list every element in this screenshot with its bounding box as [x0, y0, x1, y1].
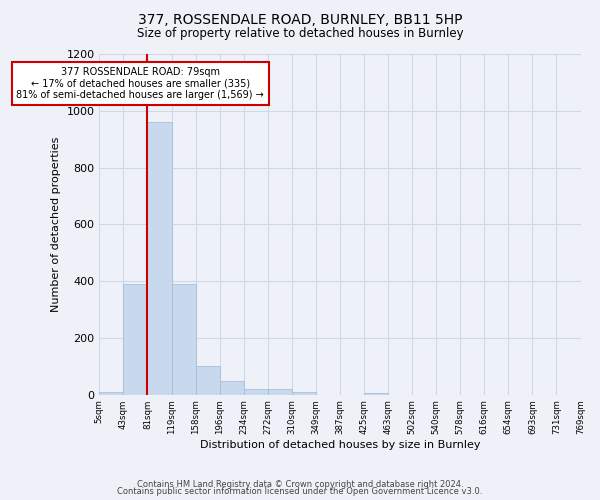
Text: 377 ROSSENDALE ROAD: 79sqm
← 17% of detached houses are smaller (335)
81% of sem: 377 ROSSENDALE ROAD: 79sqm ← 17% of deta… — [16, 67, 264, 100]
Text: 377, ROSSENDALE ROAD, BURNLEY, BB11 5HP: 377, ROSSENDALE ROAD, BURNLEY, BB11 5HP — [138, 12, 462, 26]
Y-axis label: Number of detached properties: Number of detached properties — [51, 136, 61, 312]
Bar — [220, 380, 244, 394]
Bar — [172, 284, 196, 395]
Text: Size of property relative to detached houses in Burnley: Size of property relative to detached ho… — [137, 28, 463, 40]
Bar — [124, 284, 148, 395]
Bar — [244, 389, 268, 394]
Bar — [292, 392, 316, 394]
Bar — [100, 392, 124, 394]
Text: Contains HM Land Registry data © Crown copyright and database right 2024.: Contains HM Land Registry data © Crown c… — [137, 480, 463, 489]
Bar — [196, 366, 220, 394]
Bar — [268, 389, 292, 394]
Text: Contains public sector information licensed under the Open Government Licence v3: Contains public sector information licen… — [118, 487, 482, 496]
X-axis label: Distribution of detached houses by size in Burnley: Distribution of detached houses by size … — [200, 440, 480, 450]
Bar — [148, 122, 172, 394]
